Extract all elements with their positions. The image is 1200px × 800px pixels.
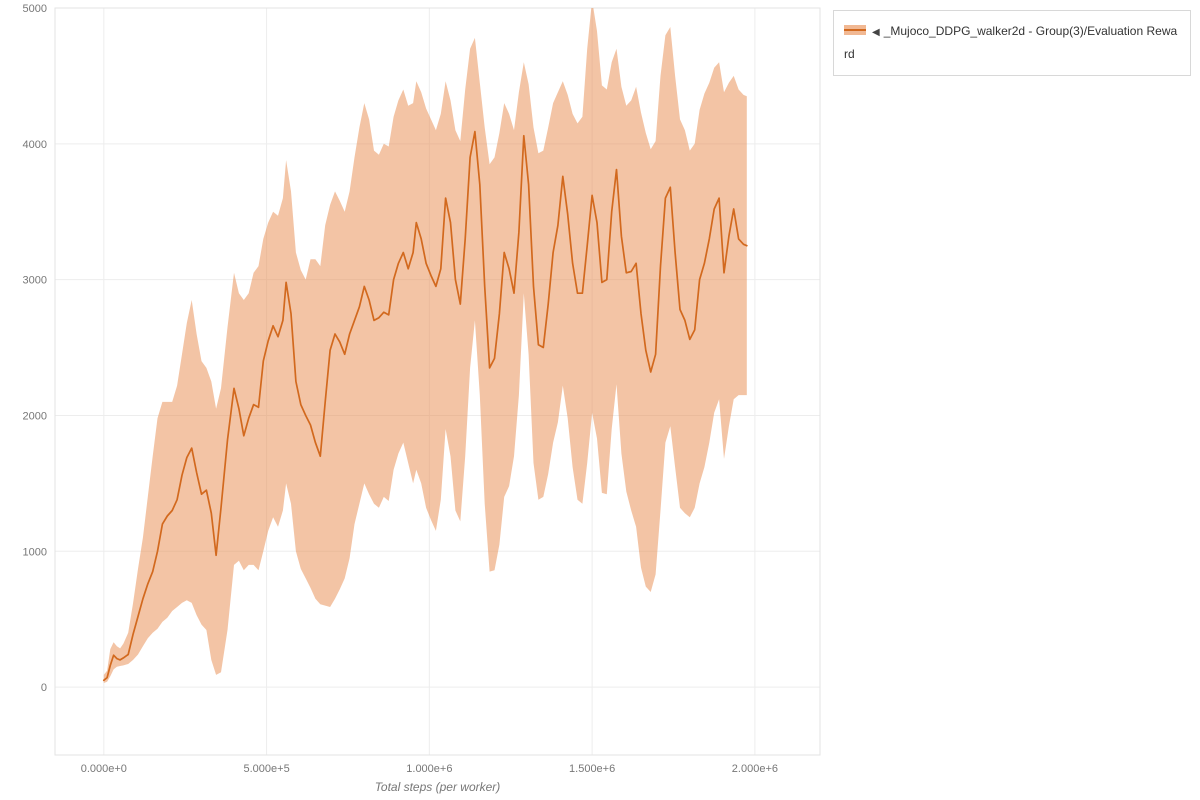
svg-text:4000: 4000 [23, 139, 47, 151]
series-swatch-icon [844, 21, 866, 35]
svg-text:2.000e+6: 2.000e+6 [732, 763, 778, 775]
reward-chart-svg: 0.000e+0 5.000e+5 1.000e+6 1.500e+6 2.000e+6… [23, 3, 821, 775]
svg-text:1.000e+6: 1.000e+6 [406, 763, 452, 775]
x-axis-title: Total steps (per worker) [374, 780, 501, 794]
svg-text:0: 0 [41, 682, 47, 694]
legend-box: ◀ _Mujoco_DDPG_walker2d - Group(3)/Evalua… [833, 10, 1191, 76]
collapse-legend-icon[interactable]: ◀ [872, 27, 880, 38]
svg-text:5000: 5000 [23, 3, 47, 15]
svg-text:2000: 2000 [23, 410, 47, 422]
reward-chart: 0.000e+0 5.000e+5 1.000e+6 1.500e+6 2.000e+6… [23, 3, 821, 775]
svg-text:3000: 3000 [23, 275, 47, 287]
svg-text:1000: 1000 [23, 546, 47, 558]
svg-text:5.000e+5: 5.000e+5 [244, 763, 290, 775]
svg-text:0.000e+0: 0.000e+0 [81, 763, 127, 775]
svg-text:1.500e+6: 1.500e+6 [569, 763, 615, 775]
legend-series-label[interactable]: _Mujoco_DDPG_walker2d - Group(3)/Evaluat… [844, 24, 1178, 61]
